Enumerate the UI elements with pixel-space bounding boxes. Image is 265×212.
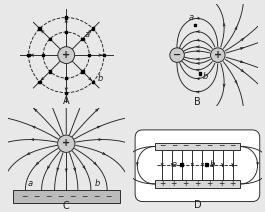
Text: −: −: [45, 192, 52, 201]
Text: b: b: [202, 72, 208, 81]
Circle shape: [170, 48, 184, 62]
Polygon shape: [65, 77, 68, 79]
Polygon shape: [49, 38, 51, 40]
Text: −: −: [57, 192, 64, 201]
Text: −: −: [173, 50, 181, 60]
Circle shape: [210, 48, 225, 62]
Polygon shape: [205, 163, 208, 166]
Text: −: −: [229, 142, 236, 151]
Polygon shape: [198, 72, 201, 75]
Polygon shape: [103, 54, 105, 56]
Text: +: +: [183, 179, 189, 188]
Text: −: −: [206, 142, 212, 151]
Text: −: −: [171, 142, 177, 151]
Polygon shape: [65, 16, 68, 19]
Text: −: −: [81, 192, 87, 201]
Text: +: +: [194, 179, 201, 188]
Polygon shape: [88, 54, 90, 56]
Text: a: a: [84, 29, 90, 39]
Text: +: +: [62, 138, 70, 148]
Text: −: −: [105, 192, 111, 201]
Polygon shape: [38, 27, 41, 30]
Text: b: b: [94, 180, 100, 188]
Polygon shape: [92, 27, 94, 30]
Text: −: −: [194, 142, 201, 151]
Text: +: +: [214, 50, 222, 60]
Polygon shape: [65, 31, 68, 33]
FancyBboxPatch shape: [135, 130, 260, 202]
Text: +: +: [206, 179, 212, 188]
Text: +: +: [229, 179, 236, 188]
Text: a: a: [28, 180, 33, 188]
Polygon shape: [92, 81, 94, 83]
Text: −: −: [218, 142, 224, 151]
Polygon shape: [65, 92, 68, 94]
Circle shape: [58, 47, 75, 64]
Text: +: +: [218, 179, 224, 188]
Text: −: −: [33, 192, 40, 201]
Text: b: b: [97, 74, 103, 83]
Text: b: b: [209, 160, 215, 169]
Polygon shape: [81, 38, 84, 40]
Text: C: C: [63, 201, 70, 211]
Text: −: −: [21, 192, 28, 201]
Text: +: +: [62, 50, 70, 60]
Polygon shape: [38, 81, 41, 83]
Text: −: −: [93, 192, 99, 201]
Text: +: +: [171, 179, 177, 188]
Text: a: a: [171, 160, 176, 169]
Text: −: −: [159, 142, 165, 151]
Polygon shape: [194, 24, 196, 26]
Circle shape: [58, 135, 75, 152]
Text: −: −: [69, 192, 76, 201]
Bar: [155, 143, 240, 150]
Polygon shape: [81, 70, 84, 73]
Bar: [13, 190, 120, 203]
Text: −: −: [183, 142, 189, 151]
Text: B: B: [194, 96, 201, 107]
Text: +: +: [159, 179, 165, 188]
Text: a: a: [189, 13, 194, 22]
Bar: [155, 180, 240, 188]
Polygon shape: [49, 70, 51, 73]
Text: A: A: [63, 96, 69, 106]
Polygon shape: [180, 163, 183, 166]
Polygon shape: [28, 54, 30, 56]
Polygon shape: [42, 54, 45, 56]
Text: D: D: [194, 200, 201, 210]
